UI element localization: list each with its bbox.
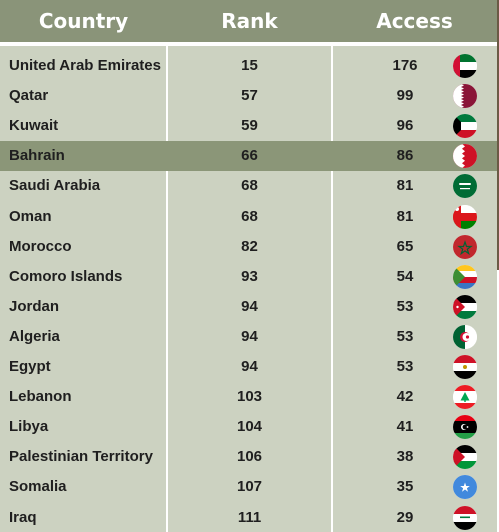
table-body (0, 46, 497, 532)
table-row: Somalia 107 35 (0, 472, 497, 502)
table-header: Country Rank Access (0, 0, 497, 45)
access-cell: 53 (396, 327, 414, 345)
country-cell: Iraq (9, 508, 37, 526)
table-row: United Arab Emirates 15 176 (0, 51, 497, 81)
access-cell: 86 (396, 147, 414, 165)
jordan-flag-icon (453, 294, 477, 319)
table-row: Saudi Arabia 68 81 (0, 171, 497, 201)
rank-cell: 93 (241, 267, 258, 285)
country-cell: Jordan (9, 297, 60, 315)
country-cell: Somalia (9, 478, 67, 496)
lebanon-flag-icon (453, 385, 477, 410)
table-row: Qatar 57 99 (0, 81, 497, 111)
access-cell: 29 (396, 508, 414, 526)
access-cell: 81 (396, 207, 414, 225)
oman-flag-icon (453, 204, 477, 229)
access-cell: 99 (396, 87, 414, 105)
uae-flag-icon (453, 54, 477, 78)
rank-cell: 94 (241, 297, 258, 315)
access-cell: 65 (396, 237, 414, 255)
rank-cell: 111 (237, 508, 262, 526)
rank-cell: 94 (241, 327, 258, 345)
egypt-flag-icon (453, 355, 477, 379)
bahrain-flag-icon (453, 144, 477, 169)
country-cell: Egypt (9, 358, 51, 375)
country-cell: Qatar (9, 87, 49, 105)
access-cell: 41 (396, 418, 414, 436)
country-cell: Morocco (9, 237, 72, 255)
rank-cell: 66 (241, 147, 258, 165)
rank-cell: 15 (241, 57, 258, 74)
qatar-flag-icon (453, 84, 477, 109)
rank-cell: 106 (236, 448, 263, 466)
saudi-arabia-flag-icon (453, 174, 477, 199)
table-row: Bahrain 66 86 (0, 141, 497, 172)
somalia-flag-icon (453, 475, 477, 500)
rank-cell: 57 (241, 87, 258, 105)
country-cell: Palestinian Territory (9, 448, 153, 466)
country-cell: Saudi Arabia (9, 177, 101, 195)
country-cell: Lebanon (9, 388, 72, 406)
libya-flag-icon (453, 415, 477, 440)
column-divider (166, 46, 168, 532)
access-cell: 42 (396, 388, 414, 406)
access-cell: 35 (396, 478, 414, 496)
access-cell: 53 (396, 297, 414, 315)
country-cell: Libya (9, 418, 49, 436)
table-row: Iraq 111 29 (0, 503, 497, 532)
rank-cell: 59 (241, 117, 258, 135)
table-row: Palestinian Territory 106 38 (0, 442, 497, 472)
access-cell: 81 (396, 177, 414, 195)
table-row: Algeria 94 53 (0, 322, 497, 352)
table-row: Morocco 82 65 (0, 232, 497, 262)
morocco-flag-icon (453, 234, 477, 259)
rank-cell: 94 (241, 358, 258, 375)
rank-cell: 104 (236, 418, 263, 436)
access-cell: 54 (396, 267, 414, 285)
access-cell: 38 (396, 448, 414, 466)
country-cell: Bahrain (9, 147, 65, 165)
country-cell: Oman (9, 207, 52, 225)
table-row: Lebanon 103 42 (0, 382, 497, 412)
kuwait-flag-icon (453, 114, 477, 139)
access-cell: 96 (396, 117, 414, 135)
table-row: Comoro Islands 93 54 (0, 262, 497, 292)
country-cell: Comoro Islands (9, 267, 123, 285)
comoros-flag-icon (453, 264, 477, 289)
table-row: Egypt 94 53 (0, 352, 497, 382)
table-row: Jordan 94 53 (0, 292, 497, 322)
access-cell: 176 (392, 57, 418, 74)
column-divider (331, 46, 333, 532)
iraq-flag-icon (453, 505, 477, 530)
rank-cell: 107 (236, 478, 263, 496)
table-row: Oman 68 81 (0, 202, 497, 232)
header-access: Access (376, 9, 453, 33)
background-photo-edge (497, 0, 499, 270)
algeria-flag-icon (453, 324, 477, 349)
country-cell: Algeria (9, 327, 60, 345)
table-row: Kuwait 59 96 (0, 111, 497, 141)
table-row: Libya 104 41 (0, 412, 497, 442)
header-rank: Rank (221, 9, 278, 33)
rank-cell: 103 (236, 388, 263, 406)
rank-cell: 68 (241, 207, 258, 225)
access-cell: 53 (396, 358, 414, 375)
rank-cell: 68 (241, 177, 258, 195)
country-cell: Kuwait (9, 117, 59, 135)
palestine-flag-icon (453, 445, 477, 470)
header-country: Country (38, 9, 129, 33)
rank-cell: 82 (241, 237, 258, 255)
country-cell: United Arab Emirates (9, 57, 161, 74)
